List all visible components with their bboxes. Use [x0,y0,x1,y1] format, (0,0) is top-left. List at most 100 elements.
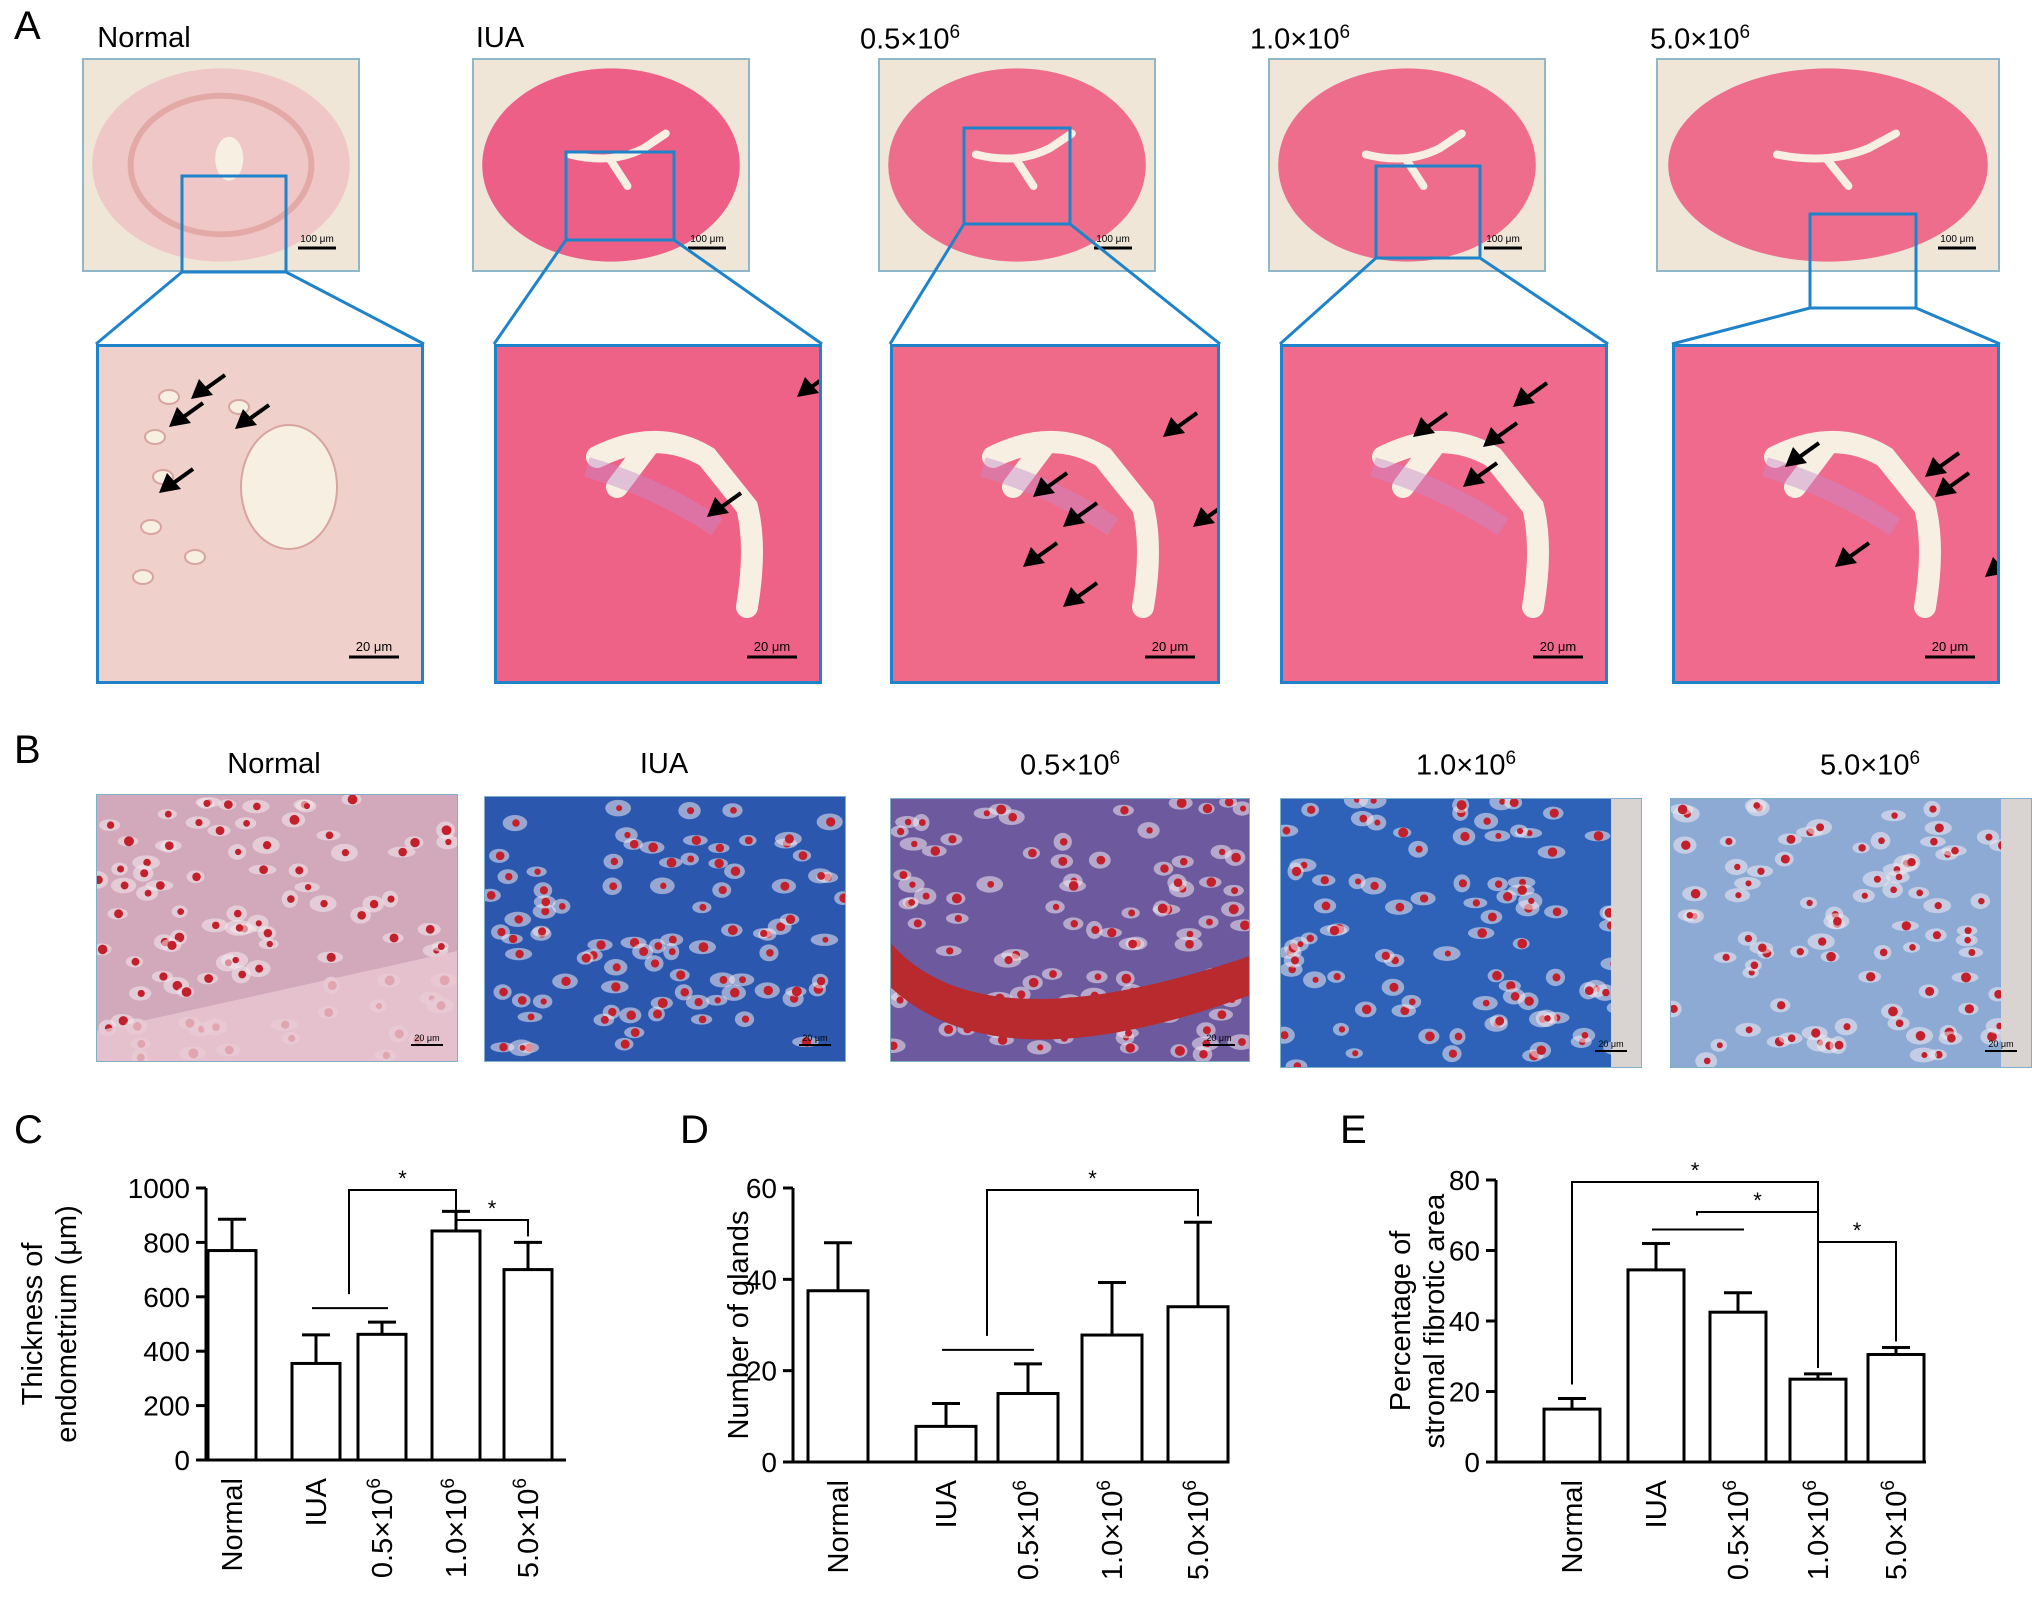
connector-right-0 [285,270,425,346]
highlight-box-1 [564,150,676,242]
gland-arrow-icon [191,373,227,399]
bar [206,1249,258,1462]
gland-arrow-icon [1985,557,1997,577]
y-tick-label: 60 [1449,1236,1480,1267]
x-tick-label: 5.0×106 [1180,1480,1215,1580]
panel-a-title-1: IUA [475,22,525,54]
gland-arrow-icon [1483,421,1519,447]
he-zoom-tissue-4: 20 μm [1762,431,1997,659]
masson-trichrome-image-4: 20 μm [1670,798,2032,1068]
y-tick-label: 1000 [128,1173,190,1204]
bar [996,1392,1060,1464]
y-axis-label: stromal fibrotic area [1419,1193,1451,1449]
y-tick-label: 80 [1449,1165,1480,1196]
scale-bar-label-zoom-4: 20 μm [1932,639,1968,654]
he-zoom-image-2: 20 μm [890,344,1220,684]
bar [1626,1268,1686,1464]
masson-tissue-3: 20 μm [1281,799,1641,1067]
masson-trichrome-image-1: 20 μm [484,796,846,1062]
scale-bar-label-overview-4: 100 μm [1940,234,1974,245]
masson-trichrome-image-2: 20 μm [890,798,1250,1062]
significance-bracket [455,1197,529,1237]
gland-arrow-icon [707,491,743,517]
y-tick-label: 40 [1449,1306,1480,1337]
y-tick-label: 600 [143,1282,190,1313]
connector-right-2 [1069,222,1221,346]
gland-arrow-icon [235,403,271,429]
y-axis-label: Thickness of [17,1242,49,1406]
bar [1866,1352,1926,1464]
y-tick-label: 0 [761,1447,777,1478]
significance-bracket [986,1189,1199,1336]
chart-c: 0 200 400 600 800 1000 Thickness of endometrium… [17,1166,566,1578]
gland-arrow-icon [1785,441,1821,467]
chart-e: 0 20 40 60 80 Percentage of stromal fibrotic a… [1385,1158,1926,1580]
connector-right-3 [1479,256,1609,346]
connector-right-1 [673,238,823,346]
x-tick-label: 5.0×106 [510,1478,545,1578]
scale-bar-label-masson-1: 20 μm [802,1033,827,1043]
scale-bar-label-zoom-1: 20 μm [754,639,790,654]
x-tick-label: IUA [301,1477,333,1526]
connector-left-3 [1278,256,1378,346]
connector-left-1 [492,239,568,345]
scale-bar-label-masson-0: 20 μm [414,1033,439,1043]
panel-e-letter: E [1340,1108,1367,1152]
bar [914,1424,978,1464]
bar [806,1289,870,1464]
significance-star: * [398,1166,407,1191]
bar [1708,1310,1768,1464]
he-zoom-image-4: 20 μm [1672,344,2000,684]
panel-b-title-3: 1.0×106 [1415,748,1517,782]
scale-bar-label-overview-2: 100 μm [1096,234,1130,245]
masson-trichrome-image-0: 20 μm [96,794,458,1062]
x-tick-label: IUA [931,1479,963,1528]
connector-right-4 [1915,306,2001,346]
gland-arrow-icon [1935,471,1971,497]
highlight-box-3 [1374,164,1482,260]
gland-arrow-icon [159,467,195,493]
x-tick-label: 0.5×106 [1010,1480,1045,1580]
masson-tissue-0: 20 μm [97,795,457,1061]
gland-arrow-icon [169,401,205,427]
scale-bar-label-zoom-0: 20 μm [356,639,392,654]
gland-arrow-icon [1413,411,1449,437]
scale-bar-label-zoom-2: 20 μm [1152,639,1188,654]
bar [1166,1305,1230,1464]
gland-arrow-icon [1063,501,1099,527]
gland-arrow-icon [1193,507,1217,527]
he-zoom-tissue-3: 20 μm [1370,381,1583,659]
significance-star: * [1088,1166,1097,1191]
he-zoom-image-0: 20 μm [96,344,424,684]
x-tick-label: 1.0×106 [1094,1480,1129,1580]
y-tick-label: 800 [143,1227,190,1258]
panel-a-title-0: Normal [97,22,191,54]
he-zoom-image-3: 20 μm [1280,344,1608,684]
significance-star: * [488,1196,497,1221]
chart-d: 0 20 40 60 Number of glands Normal IUA 0.5×106 1… [723,1166,1230,1580]
x-tick-label: Normal [1557,1480,1589,1573]
gland-arrow-icon [1925,451,1961,477]
highlight-box-0 [180,174,288,274]
bar [290,1361,342,1462]
y-tick-label: 200 [143,1391,190,1422]
gland-arrow-icon [1463,461,1499,487]
x-tick-label: Normal [217,1478,249,1571]
gland-arrow-icon [1163,411,1199,437]
he-overview-image-2: 100 μm [878,58,1156,272]
highlight-box-2 [962,126,1072,226]
bar [430,1229,482,1462]
significance-bracket [1817,1241,1897,1360]
y-tick-label: 0 [1464,1447,1480,1478]
bar [1542,1407,1602,1464]
scale-bar-label-overview-3: 100 μm [1486,234,1520,245]
gland-arrow-icon [1063,581,1099,607]
significance-star: * [1691,1158,1700,1183]
scale-bar-label-zoom-3: 20 μm [1540,639,1576,654]
x-tick-label: 0.5×106 [1720,1480,1755,1580]
bar [1788,1377,1848,1464]
y-axis-label: endometrium (μm) [51,1205,83,1442]
x-tick-label: 1.0×106 [438,1478,473,1578]
y-axis-label: Number of glands [723,1211,755,1440]
